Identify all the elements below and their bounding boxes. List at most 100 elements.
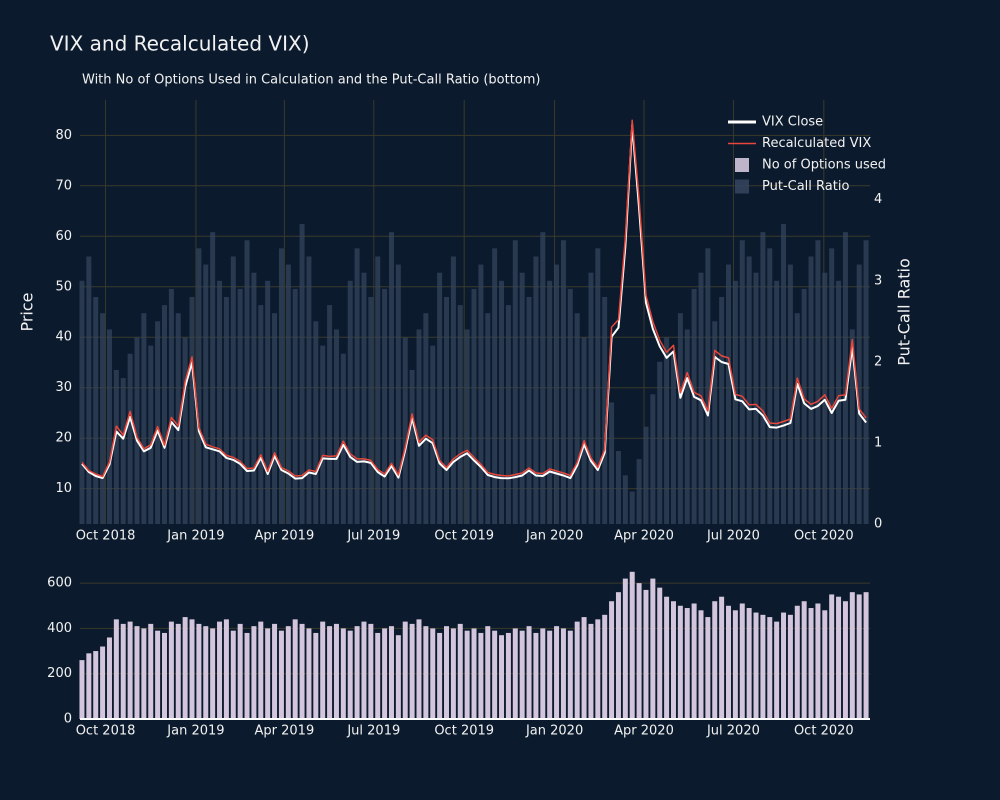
bar <box>430 628 436 719</box>
y-tick-label: 40 <box>55 330 72 345</box>
bar <box>808 608 814 719</box>
bar <box>272 313 278 524</box>
bar <box>794 313 800 524</box>
bar <box>588 623 594 719</box>
bar <box>196 248 202 524</box>
bar <box>217 621 223 719</box>
bar <box>86 653 92 719</box>
bar <box>223 297 229 524</box>
bar <box>258 305 264 524</box>
y2-tick-label: 2 <box>874 354 882 369</box>
bar <box>767 617 773 719</box>
x-tick-label: Jul 2020 <box>706 529 760 544</box>
bar <box>512 628 518 719</box>
y-tick-label: 80 <box>55 128 72 143</box>
bar <box>712 321 718 524</box>
bar <box>526 297 532 524</box>
y2-tick-label: 3 <box>874 273 882 288</box>
bar <box>416 329 422 524</box>
bar <box>677 605 683 719</box>
x-tick-label: Oct 2018 <box>76 724 136 739</box>
bar <box>162 305 168 524</box>
legend-label: No of Options used <box>762 158 886 173</box>
bar <box>423 313 429 524</box>
bar <box>615 592 621 719</box>
bar <box>155 630 161 719</box>
bar <box>815 240 821 525</box>
bar <box>801 288 807 524</box>
bar <box>244 240 250 525</box>
bar <box>148 623 154 719</box>
bar <box>746 256 752 524</box>
bar <box>602 614 608 719</box>
bar <box>354 248 360 524</box>
legend-swatch <box>735 179 749 194</box>
bar <box>540 232 546 524</box>
bar <box>588 272 594 524</box>
bar <box>856 594 862 719</box>
bar <box>781 224 787 524</box>
legend-label: Put-Call Ratio <box>762 179 849 194</box>
x-tick-label: Oct 2019 <box>434 724 494 739</box>
bar <box>368 297 374 524</box>
bar <box>567 630 573 719</box>
bar <box>698 272 704 524</box>
bar <box>86 256 92 524</box>
bar <box>547 280 553 524</box>
bar <box>705 248 711 524</box>
bar <box>492 630 498 719</box>
bar <box>609 601 615 719</box>
bar <box>801 601 807 719</box>
bar <box>822 610 828 719</box>
bar <box>691 603 697 719</box>
bar <box>643 426 649 524</box>
bar <box>189 297 195 524</box>
bar <box>100 646 106 719</box>
bar <box>106 637 112 719</box>
bar <box>437 632 443 719</box>
bar <box>203 626 209 719</box>
bar <box>368 623 374 719</box>
bar <box>622 578 628 719</box>
bar <box>437 272 443 524</box>
bar <box>237 623 243 719</box>
y-tick-label: 10 <box>55 481 72 496</box>
bar <box>292 619 298 719</box>
bar <box>554 264 560 524</box>
bar <box>677 313 683 524</box>
bar <box>698 610 704 719</box>
bar <box>340 353 346 524</box>
bar <box>512 240 518 525</box>
y-tick-label: 400 <box>47 621 72 636</box>
bar <box>141 313 147 524</box>
bar <box>79 660 85 719</box>
bar <box>450 256 456 524</box>
x-tick-label: Jan 2020 <box>525 724 583 739</box>
y2-axis-label: Put-Call Ratio <box>895 258 914 366</box>
bar <box>340 628 346 719</box>
bar <box>712 601 718 719</box>
bar <box>395 264 401 524</box>
bar <box>478 264 484 524</box>
bar <box>333 329 339 524</box>
bar <box>182 617 188 719</box>
bar <box>581 617 587 719</box>
bar <box>402 621 408 719</box>
bar <box>100 313 106 524</box>
bar <box>230 256 236 524</box>
bar <box>684 608 690 719</box>
bar <box>760 232 766 524</box>
bar <box>505 305 511 524</box>
bar <box>746 608 752 719</box>
bar <box>327 305 333 524</box>
bar <box>155 321 161 524</box>
bar <box>602 297 608 524</box>
bar <box>547 630 553 719</box>
chart-subtitle: With No of Options Used in Calculation a… <box>82 73 541 88</box>
x-tick-label: Apr 2019 <box>255 724 315 739</box>
bar <box>609 402 615 524</box>
x-tick-label: Jul 2020 <box>706 724 760 739</box>
bar <box>739 240 745 525</box>
bar <box>251 626 257 719</box>
bar <box>361 272 367 524</box>
